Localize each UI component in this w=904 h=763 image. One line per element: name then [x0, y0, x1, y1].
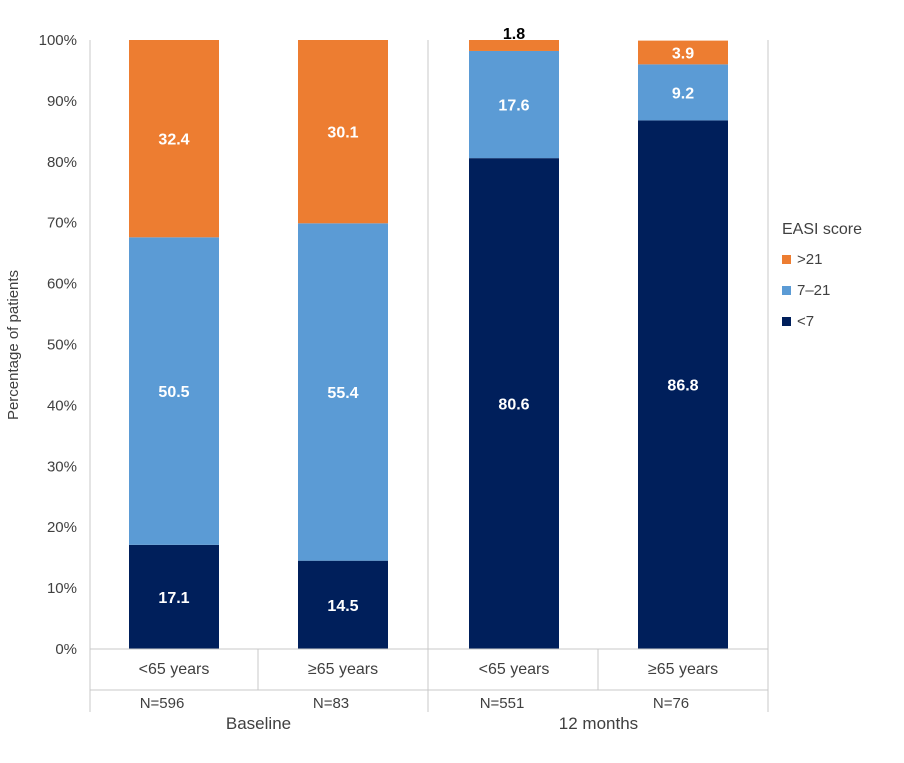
x-category-label: ≥65 years — [308, 661, 378, 678]
y-tick-label: 70% — [47, 215, 77, 232]
bar-segment — [298, 223, 388, 561]
legend-item-label: >21 — [797, 251, 822, 268]
group-label: 12 months — [559, 714, 638, 733]
y-tick-label: 40% — [47, 397, 77, 414]
legend-swatch — [782, 255, 791, 264]
y-tick-label: 10% — [47, 580, 77, 597]
y-tick-label: 50% — [47, 337, 77, 354]
y-tick-label: 0% — [55, 641, 77, 658]
data-label: 3.9 — [672, 45, 694, 62]
data-label: 32.4 — [158, 132, 189, 149]
bar-segment — [469, 50, 559, 159]
sample-size-label: N=76 — [653, 695, 689, 712]
data-label: 50.5 — [158, 384, 189, 401]
x-category-label: <65 years — [139, 661, 210, 678]
y-tick-label: 80% — [47, 154, 77, 171]
group-label: Baseline — [226, 714, 291, 733]
x-category-label: <65 years — [479, 661, 550, 678]
legend-title: EASI score — [782, 221, 862, 238]
legend-item-label: <7 — [797, 313, 814, 330]
data-label: 86.8 — [667, 378, 698, 395]
bar-segment — [298, 40, 388, 224]
data-label: 1.8 — [503, 26, 525, 43]
legend-swatch — [782, 317, 791, 326]
bar-segment — [638, 40, 728, 65]
bar-segment — [638, 64, 728, 121]
data-label: 17.1 — [158, 590, 189, 607]
sample-size-label: N=83 — [313, 695, 349, 712]
data-label: 30.1 — [327, 125, 358, 142]
bar-segment — [298, 560, 388, 649]
legend-swatch — [782, 286, 791, 295]
bar-segment — [469, 40, 559, 51]
data-label: 9.2 — [672, 85, 694, 102]
y-tick-label: 30% — [47, 458, 77, 475]
bar-segment — [469, 158, 559, 649]
data-label: 14.5 — [327, 598, 358, 615]
data-label: 80.6 — [498, 397, 529, 414]
y-tick-label: 20% — [47, 519, 77, 536]
y-axis-label: Percentage of patients — [5, 270, 22, 420]
bar-segment — [638, 120, 728, 649]
data-label: 17.6 — [498, 98, 529, 115]
y-tick-label: 100% — [39, 32, 77, 49]
bar-segment — [129, 40, 219, 238]
legend-item-label: 7–21 — [797, 282, 830, 299]
y-tick-label: 90% — [47, 93, 77, 110]
sample-size-label: N=551 — [480, 695, 525, 712]
bar-segment — [129, 237, 219, 545]
bar-segment — [129, 544, 219, 649]
data-label: 55.4 — [327, 385, 358, 402]
sample-size-label: N=596 — [140, 695, 185, 712]
y-tick-label: 60% — [47, 276, 77, 293]
x-category-label: ≥65 years — [648, 661, 718, 678]
